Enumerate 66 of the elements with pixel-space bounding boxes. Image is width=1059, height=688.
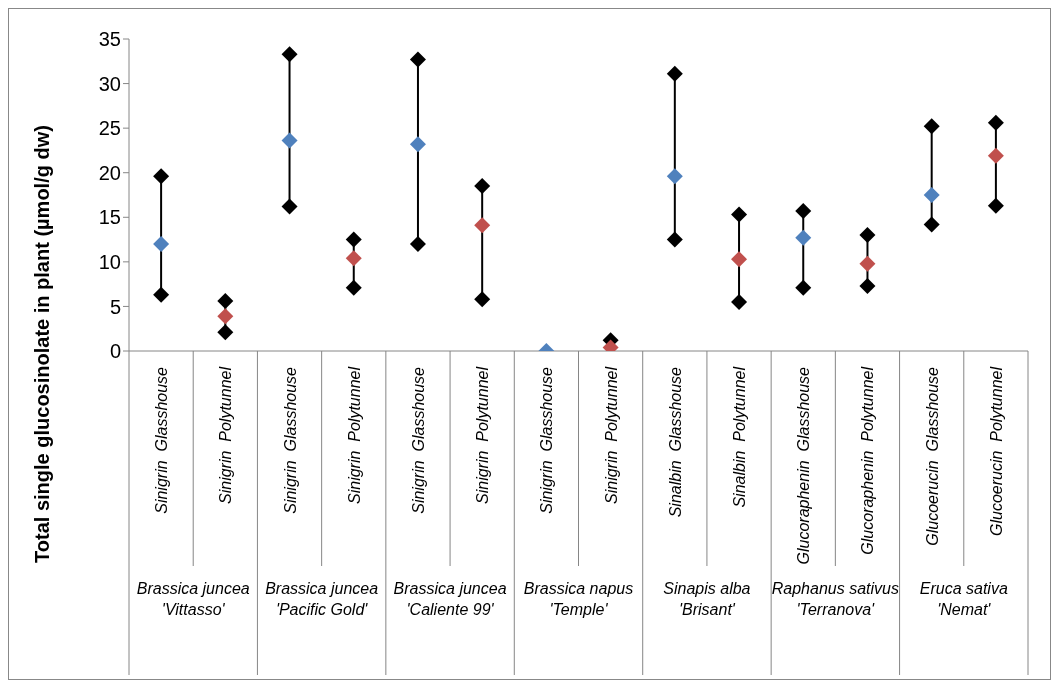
x-tick-label: Glucoerucin Polytunnel [987, 366, 1005, 536]
x-tick-label: Glucoraphenin Polytunnel [859, 366, 877, 555]
point [859, 227, 876, 244]
text: Sinapis alba 'Brisant' [663, 580, 751, 618]
point [474, 217, 491, 234]
y-tick-label: 30 [98, 72, 121, 95]
point [987, 197, 1004, 214]
y-axis-title: Total single glucosinolate in plant (µmol/g dw) [31, 125, 53, 563]
point [731, 251, 748, 268]
point [474, 291, 491, 308]
point [795, 279, 812, 296]
x-tick-label: Sinigrin Polytunnel [602, 366, 620, 504]
point [153, 168, 170, 185]
y-tick-label: 15 [98, 206, 121, 229]
point [409, 236, 426, 253]
point [666, 231, 683, 248]
text: Brassica napus 'Temple' [523, 580, 634, 618]
point [409, 136, 426, 153]
point [923, 118, 940, 135]
point [731, 293, 748, 310]
x-tick-label: Sinigrin Polytunnel [474, 366, 492, 504]
y-tick-label: 5 [109, 295, 121, 318]
x-tick-label: Glucoerucin Glasshouse [923, 366, 941, 546]
point [281, 132, 298, 149]
point [795, 203, 812, 220]
point [731, 206, 748, 223]
point [281, 46, 298, 63]
point [153, 286, 170, 303]
y-tick-label: 10 [98, 250, 121, 273]
point [474, 178, 491, 195]
point [217, 324, 234, 341]
point [153, 236, 170, 253]
point [987, 114, 1004, 131]
point [987, 147, 1004, 164]
point [345, 231, 362, 248]
y-tick-label: 25 [98, 117, 121, 140]
x-tick-label: Sinigrin Glasshouse [153, 366, 171, 514]
point [859, 255, 876, 272]
text: Eruca sativa 'Nemat' [919, 580, 1008, 618]
point [345, 250, 362, 267]
point [345, 279, 362, 296]
y-tick-label: 35 [98, 28, 121, 51]
point [859, 277, 876, 294]
x-tick-label: Sinigrin Polytunnel [217, 366, 235, 504]
point [217, 308, 234, 325]
point [409, 51, 426, 68]
x-tick-label: Sinigrin Glasshouse [409, 366, 427, 514]
y-tick-label: 0 [109, 340, 121, 363]
point [923, 216, 940, 233]
text: Brassica juncea 'Caliente 99' [393, 580, 507, 618]
point [923, 187, 940, 203]
x-tick-label: Sinigrin Glasshouse [281, 366, 299, 514]
y-tick-label: 20 [98, 161, 121, 184]
x-tick-label: Sinalbin Polytunnel [731, 366, 749, 508]
x-tick-label: Sinigrin Polytunnel [345, 366, 363, 504]
point [795, 229, 812, 246]
point [281, 198, 298, 215]
x-tick-label: Glucoraphenin Glasshouse [795, 366, 813, 565]
text: Brassica juncea 'Pacific Gold' [265, 580, 379, 618]
x-tick-label: Sinigrin Glasshouse [538, 366, 556, 514]
x-tick-label: Sinalbin Glasshouse [666, 366, 684, 518]
point [666, 65, 683, 82]
point [217, 293, 234, 310]
text: Raphanus sativus 'Terranova' [771, 580, 899, 618]
point [666, 168, 683, 185]
text: Brassica juncea 'Vittasso' [136, 580, 250, 618]
